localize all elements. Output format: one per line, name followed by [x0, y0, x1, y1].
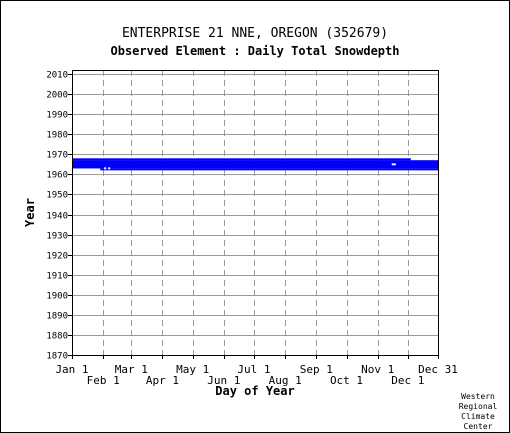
y-tick-label: 1900	[46, 292, 68, 302]
plot-area-border	[72, 70, 439, 356]
x-tick-label: Nov 1	[361, 363, 394, 376]
record-band	[100, 168, 439, 171]
y-tick-label: 2010	[46, 71, 68, 81]
x-tick-label: May 1	[176, 363, 209, 376]
chart-subtitle: Observed Element : Daily Total Snowdepth	[111, 44, 400, 58]
credit-line: Center	[464, 422, 493, 431]
y-tick-label: 1940	[46, 212, 68, 222]
chart-title: ENTERPRISE 21 NNE, OREGON (352679)	[122, 26, 388, 41]
y-axis-label: Year	[23, 198, 37, 227]
credit-line: Climate	[461, 412, 495, 421]
x-tick-label: Aug 1	[269, 374, 302, 387]
x-tick-label: Jul 1	[237, 363, 270, 376]
x-axis-label: Day of Year	[215, 384, 294, 398]
y-tick-label: 1890	[46, 312, 68, 322]
x-tick-label: Sep 1	[300, 363, 333, 376]
x-tick-label: Feb 1	[87, 374, 120, 387]
y-tick-label: 1880	[46, 332, 68, 342]
x-tick-label: Oct 1	[330, 374, 363, 387]
x-tick-label: Dec 31	[418, 363, 458, 376]
y-tick-label: 1970	[46, 151, 68, 161]
y-tick-label: 1980	[46, 131, 68, 141]
record-bands	[72, 158, 439, 171]
missing-day	[393, 163, 396, 166]
y-tick-label: 1950	[46, 191, 68, 201]
record-band	[72, 158, 411, 161]
y-tick-label: 1910	[46, 272, 68, 282]
missing-day	[104, 167, 107, 170]
credit-line: Regional	[459, 402, 498, 411]
y-tick-label: 1920	[46, 252, 68, 262]
record-band	[72, 166, 101, 169]
y-tick-label: 1930	[46, 232, 68, 242]
grid	[72, 70, 438, 356]
y-tick-label: 2000	[46, 91, 68, 101]
record-band	[72, 160, 438, 169]
x-tick-label: Apr 1	[146, 374, 179, 387]
x-tick-label: Jun 1	[207, 374, 240, 387]
x-tick-label: Mar 1	[115, 363, 148, 376]
y-tick-label: 1960	[46, 171, 68, 181]
y-tick-label: 1870	[46, 352, 68, 362]
tick-labels: 1870 1880 1890 1900 1910 1920 1930 1940 1950 1960…	[46, 71, 458, 388]
missing-day	[391, 163, 394, 166]
missing-day	[108, 167, 111, 170]
x-tick-label: Dec 1	[391, 374, 424, 387]
credit-line: Western	[461, 392, 495, 401]
y-tick-label: 1990	[46, 111, 68, 121]
x-tick-label: Jan 1	[55, 363, 88, 376]
